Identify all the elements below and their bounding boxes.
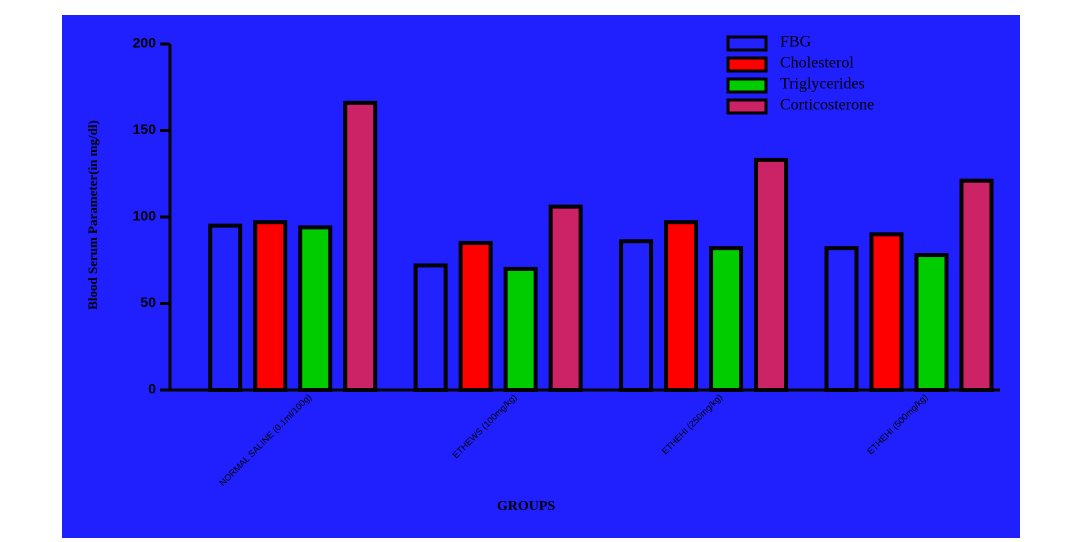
legend-label: FBG [780,34,812,51]
bar [343,100,378,392]
bar [503,266,538,392]
bar [413,263,448,392]
bar [298,225,333,392]
legend-label: Cholesterol [780,55,854,72]
y-tick-label: 150 [133,121,157,137]
legend-label: Corticosterone [780,97,874,114]
bar [754,157,789,392]
bar [824,246,859,392]
y-tick-label: 200 [133,35,157,51]
bar [548,204,583,392]
bar [914,253,949,392]
y-axis-label: Blood Serum Parameter(in mg/dl) [85,120,100,310]
legend-swatch [726,35,768,52]
bar [458,240,493,392]
legend-swatch [726,56,768,73]
y-tick-label: 0 [148,381,156,397]
y-tick-label: 50 [140,294,156,310]
bar [619,239,654,392]
legend-label: Triglycerides [780,76,865,93]
bar [869,232,904,392]
y-tick-label: 100 [133,208,157,224]
bar [664,220,699,392]
legend-swatch [726,77,768,94]
bar [253,220,288,392]
bar [959,178,994,392]
bar [709,246,744,392]
legend-swatch [726,98,768,115]
bar [208,223,243,392]
x-axis-label: GROUPS [497,499,556,514]
